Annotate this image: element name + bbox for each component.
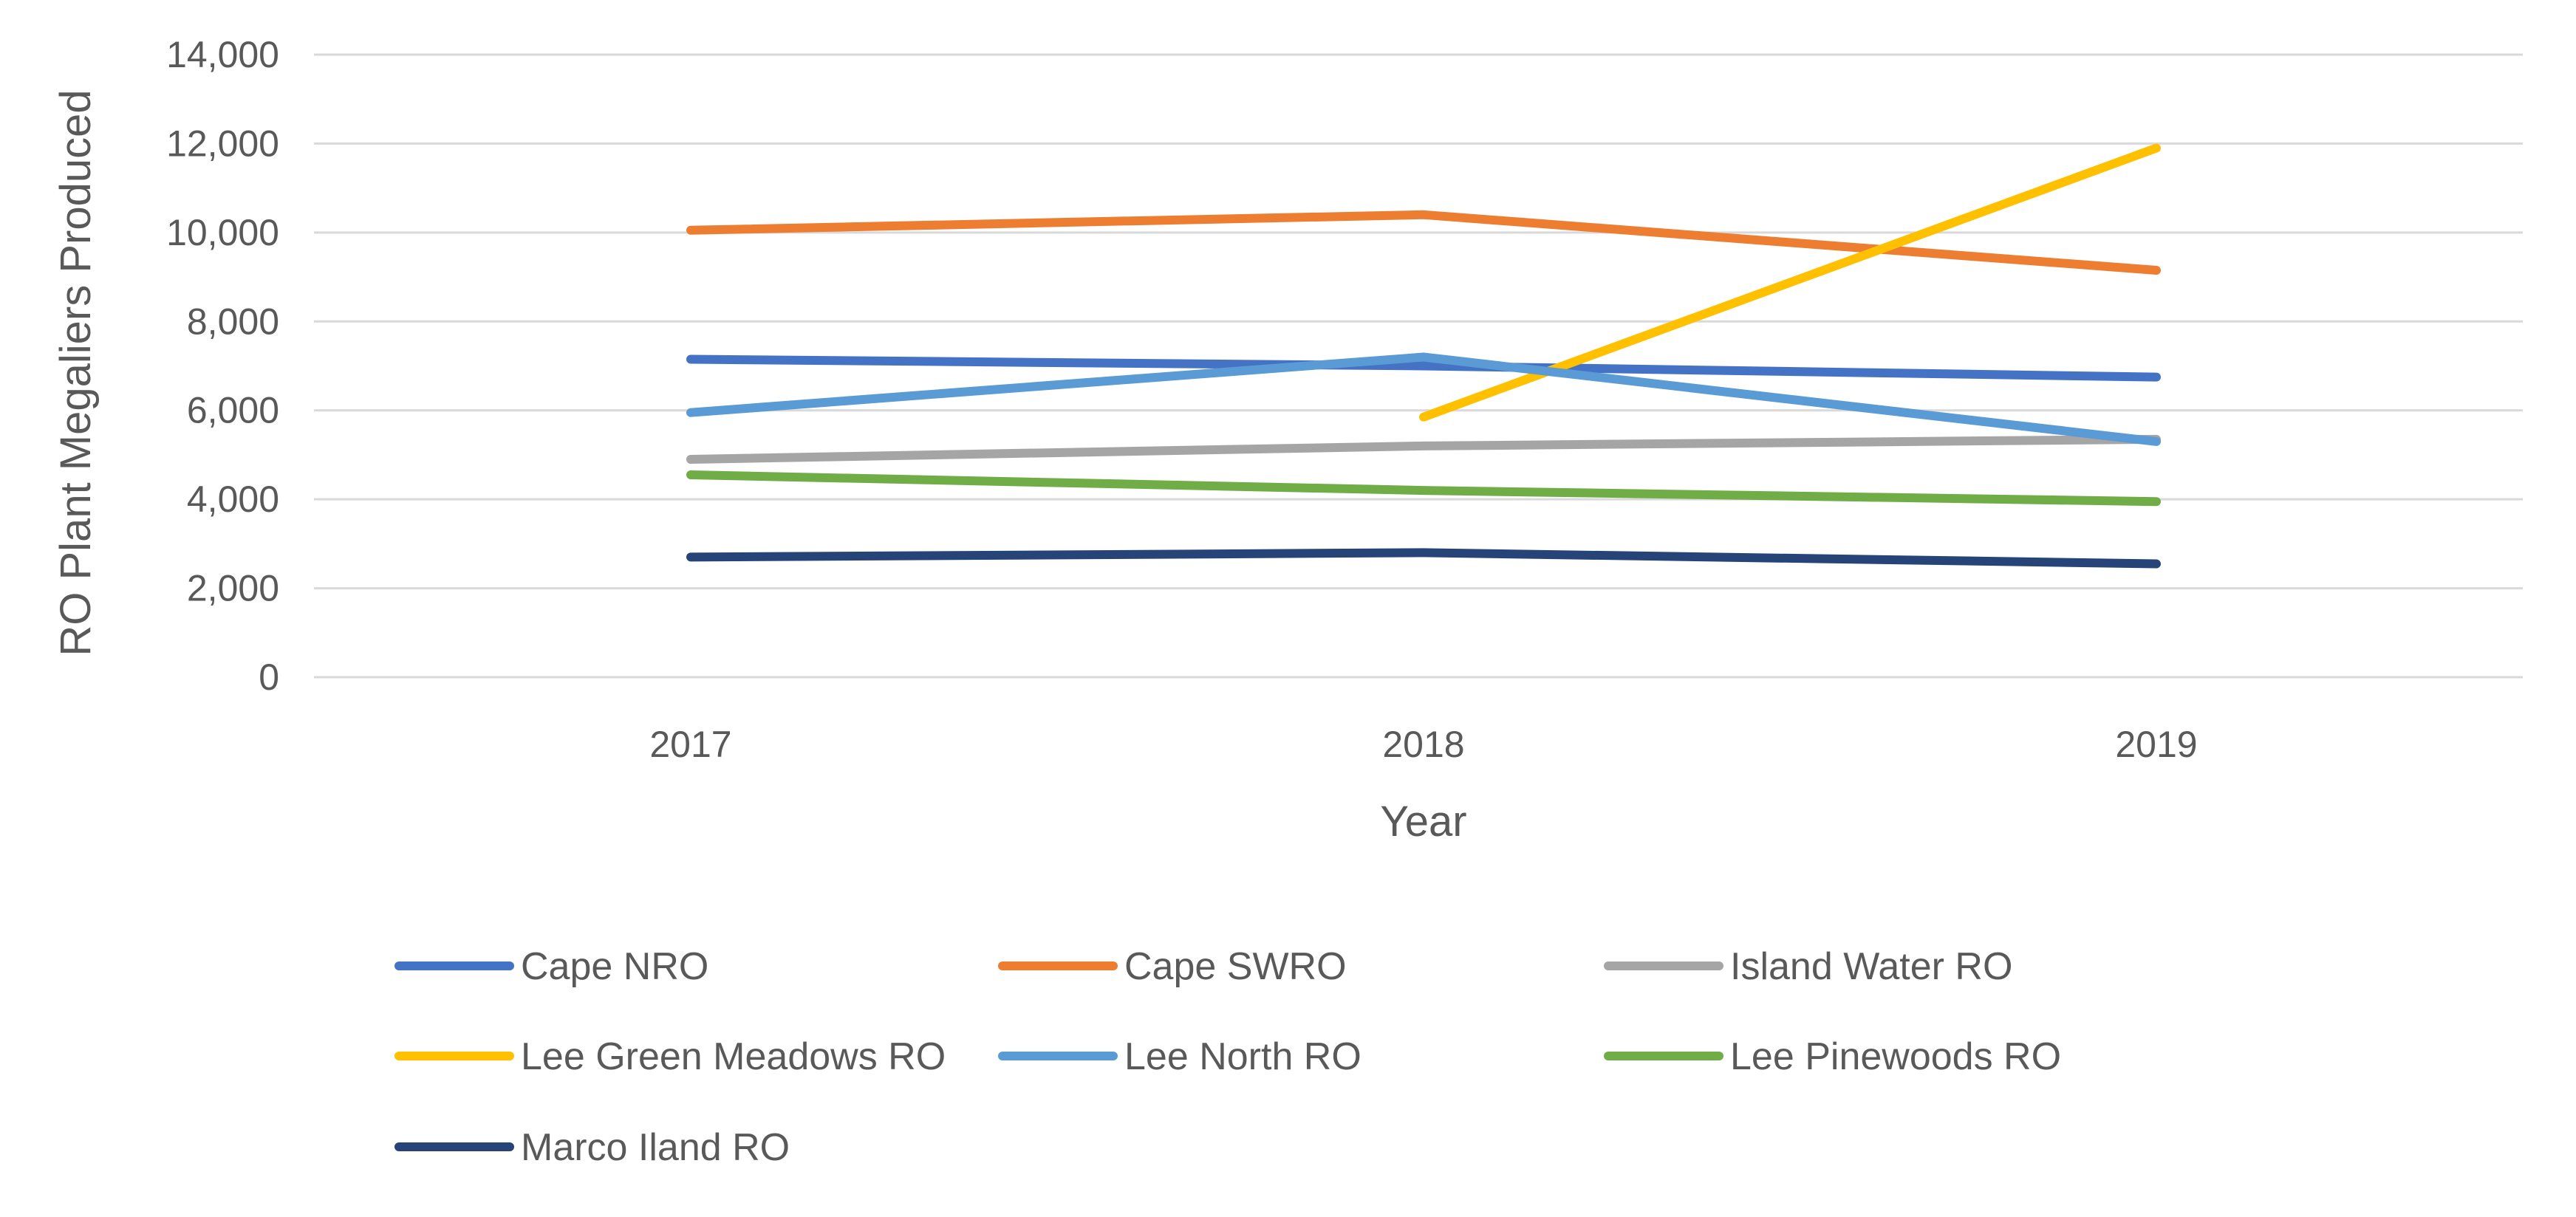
legend-label: Lee Green Meadows RO	[521, 1035, 946, 1078]
legend-item: Cape SWRO	[998, 945, 1347, 988]
legend-label: Cape NRO	[521, 945, 708, 988]
legend-item: Marco Iland RO	[394, 1126, 790, 1169]
y-tick-label: 14,000	[166, 34, 279, 75]
x-axis-title: Year	[1380, 798, 1466, 846]
series-line-lee-pinewoods-ro	[686, 470, 2161, 507]
legend-item: Lee Green Meadows RO	[394, 1035, 946, 1078]
legend-item: Lee North RO	[998, 1035, 1362, 1078]
y-tick-label: 2,000	[187, 568, 279, 609]
y-tick-label: 0	[259, 657, 279, 698]
y-tick-label: 10,000	[166, 212, 279, 253]
y-tick-label: 4,000	[187, 479, 279, 520]
x-tick-label: 2017	[649, 724, 731, 765]
y-tick-label: 8,000	[187, 301, 279, 342]
legend-item: Cape NRO	[394, 945, 708, 988]
y-tick-label: 6,000	[187, 390, 279, 431]
legend-label: Cape SWRO	[1124, 945, 1347, 988]
gridlines	[314, 53, 2523, 679]
legend-label: Island Water RO	[1730, 945, 2012, 988]
x-tick-label: 2018	[1382, 724, 1464, 765]
legend-item: Lee Pinewoods RO	[1604, 1035, 2061, 1078]
x-axis-ticks: 2017 2018 2019	[649, 724, 2197, 765]
series-line-cape-nro	[686, 354, 2161, 382]
series-line-lee-north-ro	[686, 352, 2161, 446]
y-tick-label: 12,000	[166, 123, 279, 164]
legend-label: Lee Pinewoods RO	[1730, 1035, 2061, 1078]
y-axis-title: RO Plant Megaliers Produced	[52, 89, 100, 656]
legend-label: Marco Iland RO	[521, 1126, 790, 1169]
legend-label: Lee North RO	[1124, 1035, 1362, 1078]
series-line-marco-iland-ro	[686, 548, 2161, 569]
series-lines	[686, 143, 2161, 569]
x-tick-label: 2019	[2115, 724, 2197, 765]
legend-item: Island Water RO	[1604, 945, 2012, 988]
legend: Cape NRO Cape SWRO Island Water RO Lee Gree…	[394, 945, 2061, 1169]
y-axis-ticks: 0 2,000 4,000 6,000 8,000 10,000 12,000 14,000	[166, 34, 279, 698]
series-line-cape-swro	[686, 210, 2161, 275]
series-line-island-water-ro	[686, 434, 2161, 464]
